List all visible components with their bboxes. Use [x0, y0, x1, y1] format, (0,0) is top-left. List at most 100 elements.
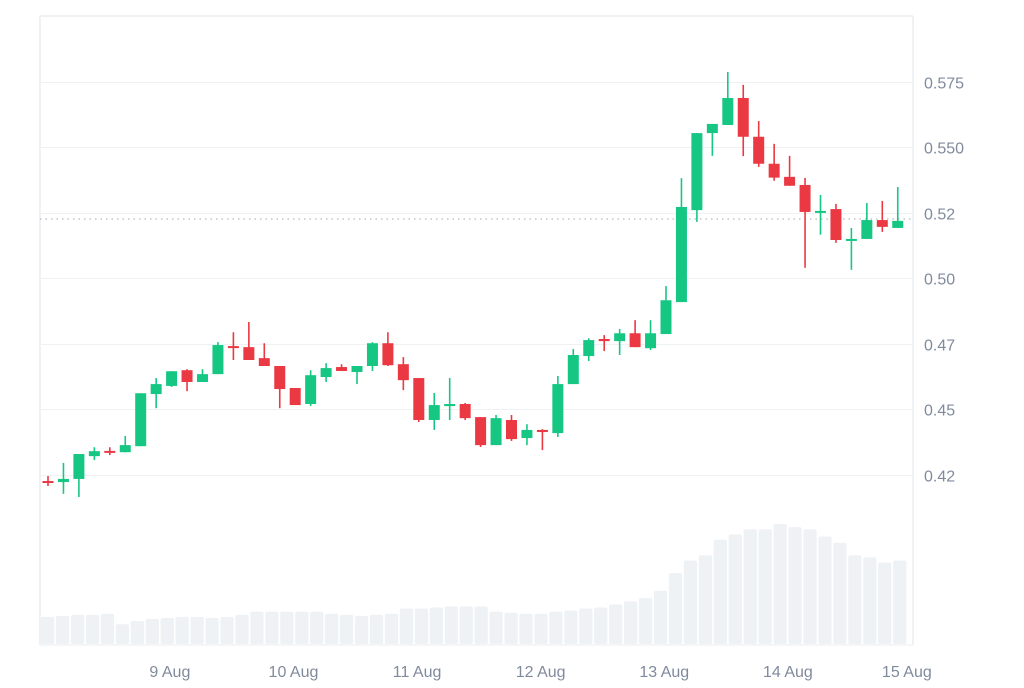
candle-down — [506, 415, 517, 441]
candle-body — [351, 366, 363, 373]
volume-bar — [549, 611, 563, 644]
volume-bar — [310, 611, 324, 644]
y-tick-label: 0.50 — [924, 272, 955, 289]
candle-up — [444, 378, 456, 420]
volume-bar — [893, 560, 907, 644]
volume-bar — [280, 611, 294, 644]
volume-bars — [41, 524, 907, 644]
volume-bar — [698, 555, 713, 644]
volume-bar — [474, 606, 488, 644]
volume-bar — [444, 606, 458, 644]
candle-body — [397, 364, 409, 381]
volume-bar — [70, 614, 85, 644]
volume-bar — [220, 616, 234, 644]
volume-bar — [235, 614, 249, 644]
candle-body — [212, 345, 224, 375]
volume-bar — [429, 607, 444, 644]
candle-down — [475, 417, 487, 447]
volume-bar — [160, 617, 174, 644]
volume-bar — [339, 614, 354, 644]
volume-bar — [265, 611, 279, 644]
candle-body — [753, 136, 765, 164]
candle-up — [722, 72, 734, 125]
candle-body — [382, 343, 394, 366]
volume-bar — [55, 615, 70, 644]
x-tick-label: 14 Aug — [763, 664, 813, 681]
candle-down — [784, 155, 796, 186]
candle-body — [660, 300, 672, 335]
volume-bar — [623, 601, 638, 644]
candle-down — [768, 143, 780, 181]
volume-bar — [683, 560, 698, 644]
y-tick-label: 0.47 — [924, 338, 955, 355]
candle-body — [506, 419, 517, 440]
candle-body — [598, 339, 610, 342]
candle-body — [336, 367, 348, 371]
volume-bar — [85, 614, 100, 644]
candle-down — [336, 364, 348, 371]
volume-bar — [638, 598, 653, 644]
candle-body — [784, 176, 796, 186]
candle-down — [42, 476, 54, 487]
volume-bar — [728, 534, 742, 644]
candle-body — [475, 417, 487, 446]
candle-body — [815, 210, 826, 213]
volume-bar — [833, 542, 847, 644]
candle-down — [413, 378, 425, 423]
volume-bar — [564, 610, 578, 644]
volume-bar — [818, 536, 832, 644]
volume-bar — [758, 529, 772, 644]
candle-body — [428, 405, 440, 420]
volume-bar — [459, 606, 473, 644]
volume-bar — [773, 524, 787, 644]
volume-bar — [609, 604, 623, 644]
candle-body — [768, 163, 780, 178]
y-axis: 0.575 0.550 0.52 0.50 0.47 0.45 0.42 — [924, 76, 964, 486]
candle-down — [629, 320, 641, 348]
candle-down — [243, 321, 255, 360]
candle-body — [413, 378, 425, 420]
candle-down — [753, 121, 765, 167]
volume-bar — [399, 608, 414, 644]
volume-bar — [205, 617, 219, 644]
candle-up — [892, 187, 904, 228]
candle-body — [675, 206, 687, 303]
candle-body — [861, 220, 873, 239]
x-tick-label: 13 Aug — [639, 664, 689, 681]
candle-up — [150, 378, 162, 409]
candle-up — [305, 370, 317, 407]
candle-body — [444, 403, 456, 407]
volume-bar — [250, 611, 264, 644]
volume-bar — [668, 573, 683, 644]
x-tick-label: 9 Aug — [149, 664, 190, 681]
volume-bar — [115, 624, 130, 644]
candle-down — [289, 388, 301, 406]
x-tick-label: 15 Aug — [882, 664, 932, 681]
candle-body — [88, 451, 100, 457]
x-axis: 9 Aug 10 Aug 11 Aug 12 Aug 13 Aug 14 Aug 15 Au… — [149, 664, 931, 681]
y-tick-label: 0.52 — [924, 207, 955, 224]
candle-body — [258, 358, 270, 367]
volume-bar — [743, 529, 757, 644]
candle-body — [289, 388, 301, 406]
volume-bar — [325, 613, 339, 644]
candle-up — [815, 194, 826, 235]
candle-body — [490, 418, 502, 446]
candle-up — [490, 415, 502, 446]
candle-up — [212, 342, 224, 375]
candle-down — [598, 335, 610, 352]
candle-down — [397, 357, 409, 391]
y-tick-label: 0.45 — [924, 403, 955, 420]
candle-body — [57, 478, 69, 483]
candle-body — [830, 209, 842, 240]
candle-up — [366, 342, 378, 371]
candle-down — [181, 369, 193, 392]
candle-body — [614, 333, 626, 342]
candle-body — [320, 368, 332, 378]
candle-down — [876, 200, 888, 232]
volume-bar — [414, 608, 429, 644]
x-tick-label: 11 Aug — [393, 664, 442, 681]
candle-body — [227, 346, 239, 349]
volume-bar — [653, 590, 668, 644]
